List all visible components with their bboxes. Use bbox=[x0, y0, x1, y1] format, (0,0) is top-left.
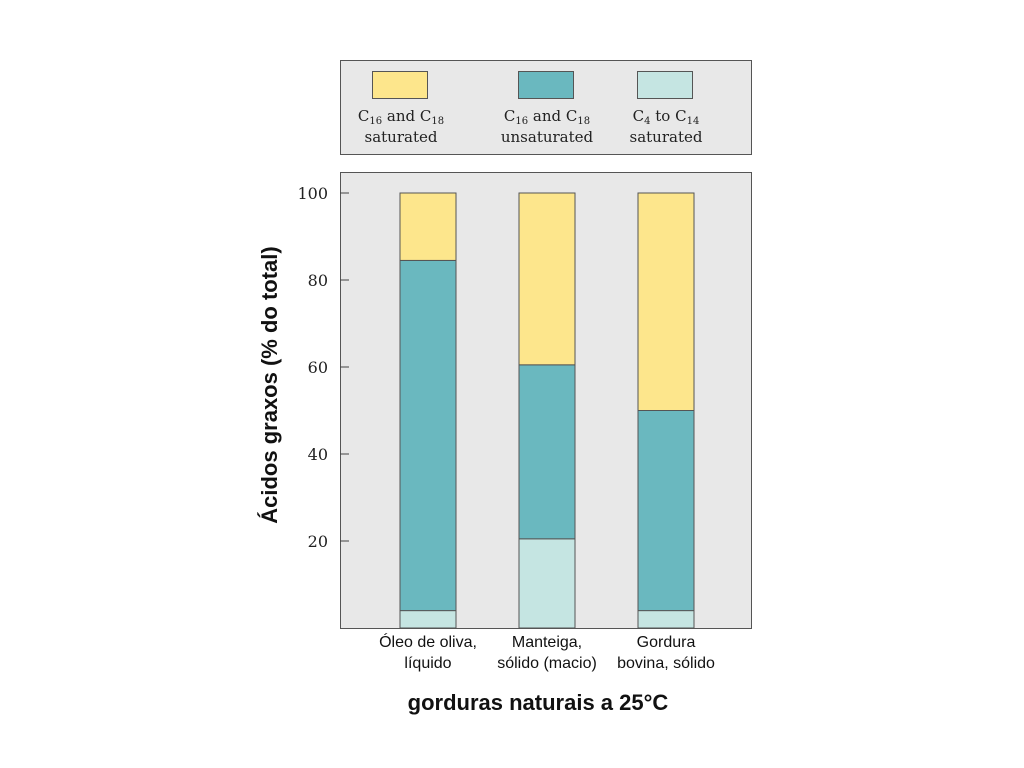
category-label-manteiga: Manteiga, sólido (macio) bbox=[477, 632, 617, 674]
x-axis-title: gorduras naturais a 25°C bbox=[407, 690, 669, 715]
category-label-line: Gordura bbox=[636, 634, 696, 651]
y-tick-label: 40 bbox=[308, 445, 328, 464]
bar-segment-1-1 bbox=[399, 610, 457, 629]
category-label-line: líquido bbox=[404, 655, 452, 672]
y-tick-label: 20 bbox=[308, 532, 328, 551]
bar-segment-2-2 bbox=[518, 364, 576, 540]
legend-item-c16-c18-saturated: C16 and C18 saturated bbox=[341, 61, 461, 156]
category-label-line: Manteiga, bbox=[511, 634, 583, 651]
chart-legend: C16 and C18 saturated C16 and C18 unsatura… bbox=[340, 60, 752, 155]
legend-swatch-c16-c18-unsaturated bbox=[518, 71, 574, 99]
category-label-oleo-de-oliva: Óleo de oliva, líquido bbox=[358, 632, 498, 674]
bar-segment-1-2 bbox=[399, 259, 457, 612]
category-label-line: bovina, sólido bbox=[617, 655, 715, 672]
y-tick-label: 80 bbox=[308, 271, 328, 290]
legend-label-c16-c18-unsaturated: C16 and C18 unsaturated bbox=[500, 107, 594, 146]
bar-segment-3-1 bbox=[637, 610, 695, 629]
legend-item-c4-c14-saturated: C4 to C14 saturated bbox=[606, 61, 726, 156]
category-label-gordura-bovina: Gordura bovina, sólido bbox=[596, 632, 736, 674]
y-tick-label: 100 bbox=[297, 184, 328, 203]
y-tick-label: 60 bbox=[308, 358, 328, 377]
legend-label-c4-c14-saturated: C4 to C14 saturated bbox=[629, 107, 703, 146]
bar-segment-3-2 bbox=[637, 410, 695, 612]
bar-segment-2-3 bbox=[518, 192, 576, 366]
category-label-line: Óleo de oliva, bbox=[379, 634, 477, 651]
category-label-line: sólido (macio) bbox=[497, 655, 597, 672]
legend-swatch-c16-c18-saturated bbox=[372, 71, 428, 99]
bar-segment-3-3 bbox=[637, 192, 695, 411]
legend-item-c16-c18-unsaturated: C16 and C18 unsaturated bbox=[487, 61, 607, 156]
bar-segment-1-3 bbox=[399, 192, 457, 261]
bar-segment-2-1 bbox=[518, 538, 576, 629]
legend-label-c16-c18-saturated: C16 and C18 saturated bbox=[357, 107, 445, 146]
y-axis-title: Ácidos graxos (% do total) bbox=[257, 246, 282, 524]
legend-swatch-c4-c14-saturated bbox=[637, 71, 693, 99]
